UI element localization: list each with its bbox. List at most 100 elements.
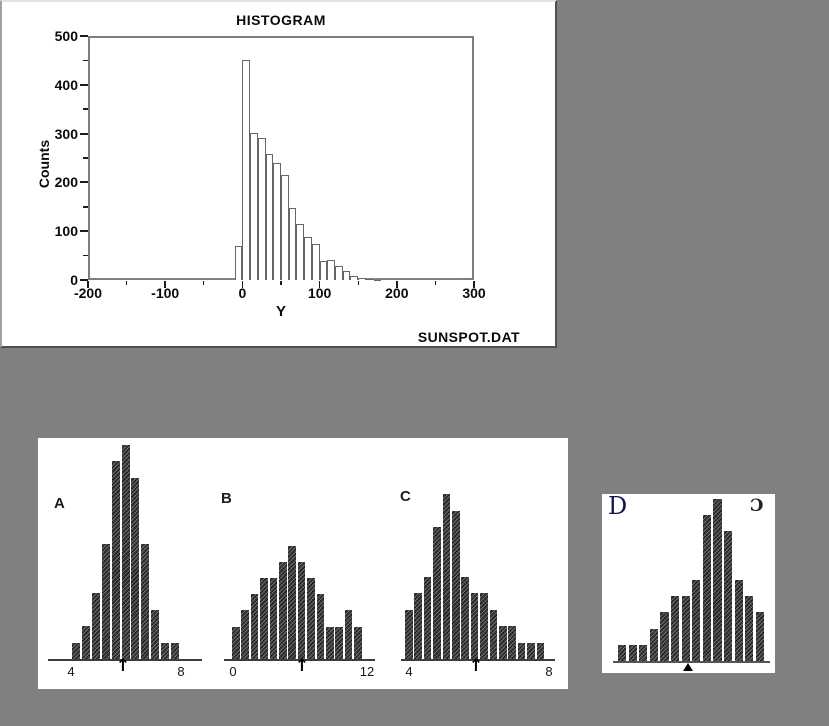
up-arrow-icon: ↑	[115, 656, 131, 676]
dataset-label: SUNSPOT.DAT	[417, 329, 520, 345]
histogram-a-bar	[151, 609, 160, 659]
histogram-bar	[358, 278, 366, 280]
histogram-bar	[242, 60, 251, 280]
histogram-c-tick-right: 8	[545, 664, 553, 679]
histogram-c-bar	[470, 593, 479, 659]
y-tick-label: 300	[54, 125, 78, 142]
histogram-b-label: B	[221, 490, 232, 507]
histogram-c-bar	[489, 609, 498, 659]
histogram-a-bar	[131, 477, 140, 659]
histogram-bar	[319, 261, 328, 280]
histogram-a-tick-left: 4	[67, 664, 75, 679]
histogram-b-tick-right: 12	[359, 664, 375, 679]
y-tick	[80, 132, 88, 135]
histogram-d-bar	[639, 644, 648, 661]
y-tick	[80, 181, 88, 184]
histogram-d-bar	[681, 596, 690, 661]
histogram-a-bar	[101, 543, 110, 659]
x-tick	[241, 280, 244, 288]
y-tick-label: 200	[54, 174, 78, 191]
histogram-bar	[365, 279, 374, 281]
up-arrow-icon: ↑	[294, 656, 310, 676]
histogram-c-bar	[527, 642, 535, 659]
histogram-d-bar	[649, 628, 658, 661]
x-tick	[164, 280, 166, 288]
histogram-d-bar	[618, 644, 627, 661]
up-arrow-icon: ↑	[468, 656, 484, 676]
histogram-bar	[257, 138, 266, 280]
histogram-bar	[342, 271, 351, 280]
histogram-a-bar	[171, 642, 179, 659]
histogram-bar	[304, 237, 312, 280]
y-tick	[80, 279, 88, 281]
y-tick	[80, 230, 88, 233]
histogram-b-axis	[224, 659, 375, 661]
x-tick	[87, 280, 89, 288]
histogram-bar	[335, 266, 343, 280]
histograms-abc-panel: A B C 4 8 0 12 4 8 ↑ ↑ ↑	[38, 438, 568, 689]
x-axis-title: Y	[275, 303, 286, 320]
y-tick-label: 500	[54, 28, 78, 44]
histogram-a-bar	[91, 593, 100, 659]
histogram-c-bar	[508, 626, 516, 659]
x-minor-tick	[434, 280, 436, 285]
histogram-d-bar	[692, 580, 701, 661]
x-tick-label: 200	[385, 285, 409, 301]
y-minor-tick	[83, 206, 88, 208]
histogram-c-bar	[433, 527, 441, 659]
histogram-b-bar	[307, 578, 315, 659]
histogram-bar	[373, 279, 382, 281]
histogram-c-bar	[480, 593, 488, 659]
histogram-d-bar	[660, 612, 669, 661]
histogram-c-bar	[423, 576, 432, 659]
histogram-a-bar	[72, 642, 80, 659]
histogram-d-corner-mark: Ɔ	[750, 496, 764, 516]
x-tick-label: -100	[151, 285, 180, 301]
x-minor-tick	[126, 280, 128, 285]
histogram-c-bar	[517, 642, 526, 659]
histogram-bar	[327, 259, 336, 280]
y-minor-tick	[83, 108, 88, 110]
y-minor-tick	[83, 59, 88, 62]
histogram-bar	[234, 245, 243, 280]
histogram-bar	[250, 132, 258, 280]
histogram-a-axis	[48, 659, 202, 661]
histogram-b-bar	[260, 578, 268, 659]
histogram-c-bar	[442, 494, 451, 659]
histogram-d-bar	[724, 531, 733, 661]
x-tick-label: 0	[238, 285, 247, 301]
histogram-b-bar	[269, 578, 278, 659]
histogram-b-bar	[354, 626, 362, 659]
histogram-d-bar	[671, 596, 680, 661]
filled-up-arrow-icon	[683, 663, 693, 671]
histogram-a-tick-right: 8	[177, 664, 185, 679]
x-minor-tick	[280, 280, 282, 285]
x-tick	[396, 280, 398, 288]
x-minor-tick	[203, 280, 205, 285]
y-tick-label: 0	[70, 272, 78, 288]
histogram-d-label: D	[608, 492, 628, 520]
histogram-bar	[296, 223, 305, 280]
histogram-c-bar	[536, 642, 545, 659]
histogram-b-bar	[344, 610, 353, 659]
x-minor-tick	[357, 280, 359, 285]
histogram-b-bar	[326, 626, 334, 659]
histogram-d-bar	[702, 515, 711, 661]
histogram-d-bar	[713, 499, 722, 661]
x-tick-label: 300	[462, 285, 486, 301]
histogram-c-bar	[405, 609, 413, 659]
histogram-b-bar	[241, 610, 249, 659]
histogram-a-bar	[111, 461, 120, 659]
histogram-a-label: A	[54, 495, 65, 512]
histogram-d-bar	[745, 596, 754, 661]
y-minor-tick	[83, 254, 88, 257]
histogram-bar	[265, 154, 274, 280]
histogram-d-bar	[628, 644, 637, 661]
histogram-c-bar	[414, 593, 422, 659]
histogram-d-bar	[755, 612, 764, 661]
histogram-b-bar	[335, 626, 343, 659]
y-minor-tick	[83, 157, 88, 159]
histogram-a-bar	[81, 626, 90, 659]
histogram-d-axis	[613, 661, 770, 663]
